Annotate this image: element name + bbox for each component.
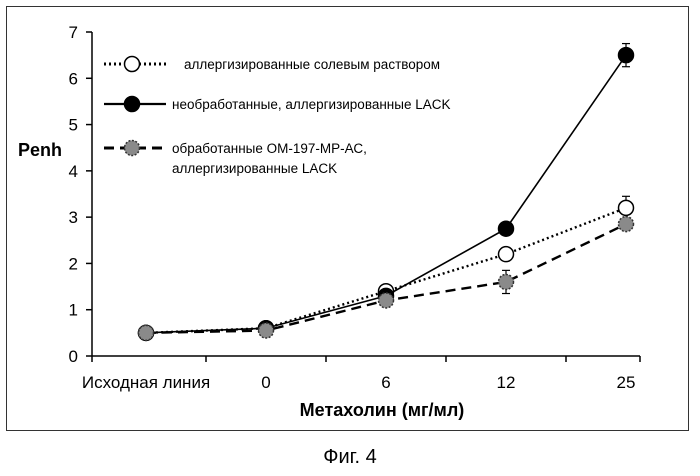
axes: 01234567Исходная линия061225 <box>69 23 640 392</box>
x-axis-label: Метахолин (мг/мл) <box>300 400 465 420</box>
data-point <box>379 293 394 308</box>
y-axis-label: Penh <box>18 140 62 160</box>
series-layer <box>139 44 634 341</box>
data-point <box>499 221 514 236</box>
y-tick-label: 0 <box>69 347 78 366</box>
legend-marker <box>125 141 140 156</box>
legend-label: необработанные, аллергизированные LACK <box>172 97 450 112</box>
legend-marker <box>125 57 140 72</box>
legend-label: аллергизированные LACK <box>172 161 337 176</box>
legend-marker <box>125 97 140 112</box>
y-tick-label: 5 <box>69 116 78 135</box>
data-point <box>259 323 274 338</box>
legend: аллергизированные солевым раствором необр… <box>104 57 450 177</box>
line-chart: 01234567Исходная линия061225 аллергизиро… <box>0 0 700 440</box>
x-tick-label: 6 <box>381 373 390 392</box>
x-tick-label: Исходная линия <box>82 373 210 392</box>
y-tick-label: 3 <box>69 208 78 227</box>
data-point <box>499 247 514 262</box>
series-line <box>146 208 626 333</box>
legend-item-1: аллергизированные солевым раствором <box>104 57 440 73</box>
series-3 <box>139 217 634 341</box>
y-tick-label: 2 <box>69 254 78 273</box>
x-tick-label: 25 <box>617 373 636 392</box>
legend-label: аллергизированные солевым раствором <box>184 57 440 72</box>
series-line <box>146 224 626 333</box>
y-tick-label: 1 <box>69 301 78 320</box>
data-point <box>139 325 154 340</box>
x-tick-label: 12 <box>497 373 516 392</box>
data-point <box>619 48 634 63</box>
data-point <box>619 217 634 232</box>
legend-label: обработанные ОМ-197-МР-АС, <box>172 141 367 156</box>
y-tick-label: 7 <box>69 23 78 42</box>
figure-caption: Фиг. 4 <box>0 446 700 469</box>
legend-item-2: необработанные, аллергизированные LACK <box>104 97 450 113</box>
x-tick-label: 0 <box>261 373 270 392</box>
y-tick-label: 6 <box>69 69 78 88</box>
data-point <box>499 274 514 289</box>
legend-item-3: обработанные ОМ-197-МР-АС, аллергизирован… <box>104 141 367 177</box>
series-1 <box>139 196 634 340</box>
y-tick-label: 4 <box>69 162 78 181</box>
data-point <box>619 200 634 215</box>
